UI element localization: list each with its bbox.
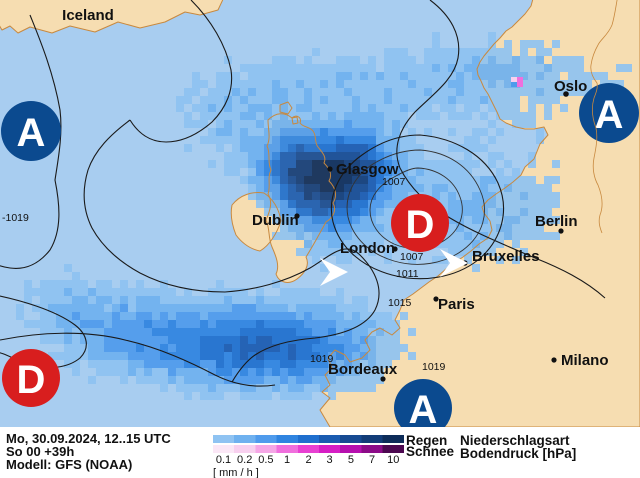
svg-text:D: D — [406, 203, 435, 247]
svg-text:1019: 1019 — [310, 353, 334, 365]
svg-text:1019: 1019 — [422, 361, 446, 373]
svg-text:D: D — [17, 358, 46, 402]
svg-text:1007: 1007 — [400, 251, 424, 263]
svg-text:Bruxelles: Bruxelles — [472, 248, 540, 265]
svg-text:1015: 1015 — [388, 297, 412, 309]
svg-text:A: A — [17, 111, 46, 155]
svg-text:Iceland: Iceland — [62, 7, 114, 24]
svg-text:A: A — [409, 388, 438, 427]
svg-text:Milano: Milano — [561, 352, 609, 369]
svg-text:1011: 1011 — [396, 268, 419, 280]
svg-text:Dublin: Dublin — [252, 212, 299, 229]
svg-text:A: A — [595, 93, 624, 137]
svg-text:Berlin: Berlin — [535, 213, 578, 230]
svg-text:Bordeaux: Bordeaux — [328, 361, 398, 378]
svg-text:Oslo: Oslo — [554, 78, 587, 95]
svg-text:-1019: -1019 — [2, 212, 29, 224]
svg-text:1007: 1007 — [382, 176, 406, 188]
svg-text:London: London — [340, 240, 395, 257]
svg-text:Paris: Paris — [438, 296, 475, 313]
